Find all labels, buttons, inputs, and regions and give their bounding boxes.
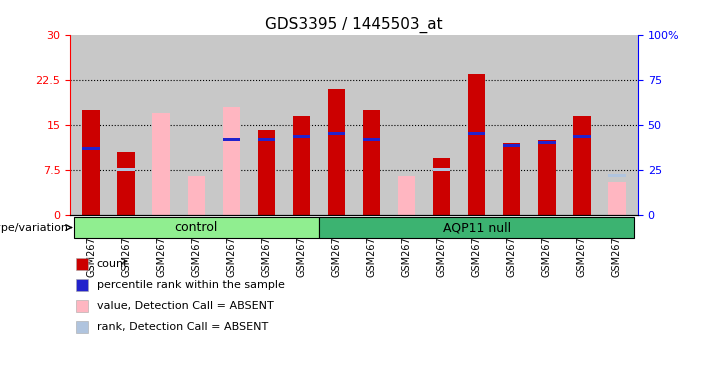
Bar <box>83 110 100 215</box>
Bar <box>258 130 275 215</box>
Bar <box>468 74 485 215</box>
Bar <box>538 141 556 144</box>
Bar <box>319 217 634 238</box>
Bar <box>363 138 380 141</box>
Bar <box>118 169 135 171</box>
Bar <box>468 132 485 135</box>
Bar <box>187 176 205 215</box>
Bar <box>608 182 625 215</box>
Bar <box>153 113 170 215</box>
Bar <box>258 138 275 141</box>
Bar <box>293 116 310 215</box>
Bar <box>74 217 319 238</box>
Bar <box>76 300 88 312</box>
Text: AQP11 null: AQP11 null <box>442 221 511 234</box>
Bar <box>573 116 590 215</box>
Bar <box>538 140 556 215</box>
Bar <box>503 144 520 147</box>
Bar <box>76 321 88 333</box>
Bar <box>76 258 88 270</box>
Bar <box>118 152 135 215</box>
Title: GDS3395 / 1445503_at: GDS3395 / 1445503_at <box>265 17 443 33</box>
Bar <box>398 176 415 215</box>
Bar <box>363 110 380 215</box>
Bar <box>433 170 450 215</box>
Bar <box>293 135 310 138</box>
Text: percentile rank within the sample: percentile rank within the sample <box>97 280 285 290</box>
Bar <box>223 138 240 141</box>
Text: genotype/variation: genotype/variation <box>0 222 69 233</box>
Bar <box>573 135 590 138</box>
Bar <box>433 169 450 171</box>
Bar <box>327 132 345 135</box>
Text: count: count <box>97 259 128 269</box>
Bar <box>327 89 345 215</box>
Text: rank, Detection Call = ABSENT: rank, Detection Call = ABSENT <box>97 322 268 333</box>
Bar <box>223 107 240 215</box>
Bar <box>608 174 625 177</box>
Bar <box>433 158 450 215</box>
Text: control: control <box>175 221 218 234</box>
Bar <box>223 138 240 141</box>
Bar <box>503 143 520 215</box>
Bar <box>83 147 100 151</box>
Bar <box>76 279 88 291</box>
Text: value, Detection Call = ABSENT: value, Detection Call = ABSENT <box>97 301 273 311</box>
